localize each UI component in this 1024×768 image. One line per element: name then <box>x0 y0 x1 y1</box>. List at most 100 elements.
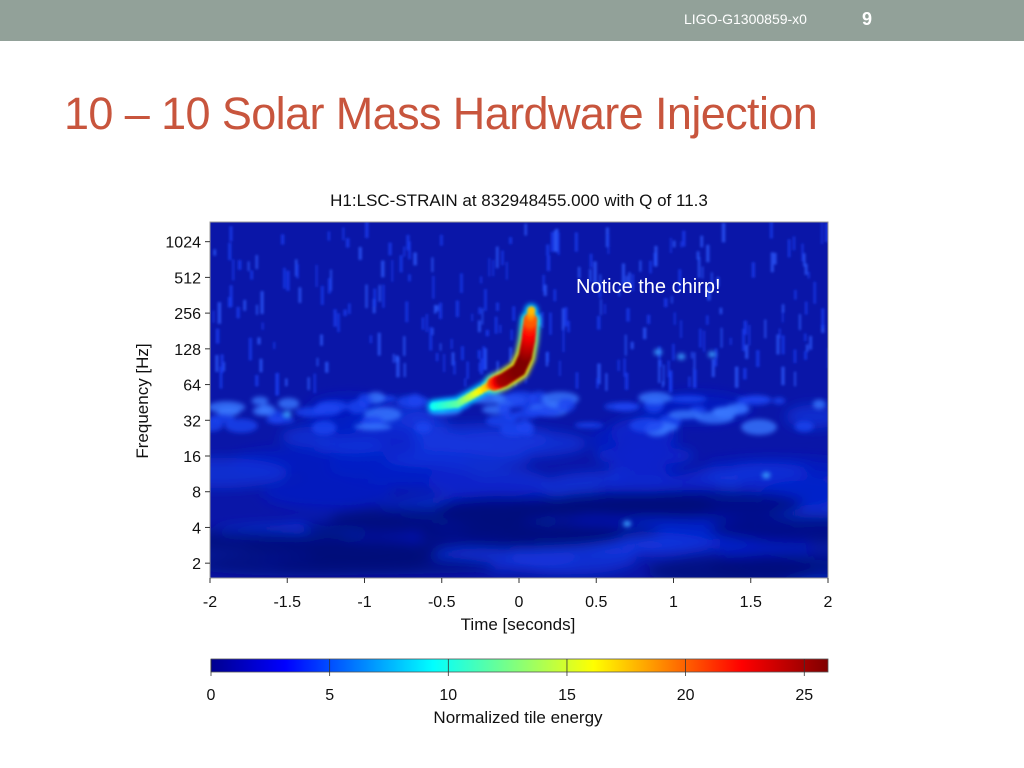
noise-streak <box>701 266 704 279</box>
noise-blob <box>613 402 639 412</box>
noise-streak <box>659 359 662 367</box>
colorbar-label: Normalized tile energy <box>433 708 603 727</box>
noise-blob <box>461 523 661 541</box>
noise-streak <box>600 299 602 316</box>
noise-blob <box>712 407 728 415</box>
noise-streak <box>229 285 233 308</box>
noise-streak <box>506 261 508 280</box>
noise-streak <box>680 320 682 339</box>
noise-streak <box>691 351 693 359</box>
noise-streak <box>682 230 686 247</box>
noise-mid-band <box>210 349 826 527</box>
noise-streak <box>719 307 723 315</box>
noise-blob <box>414 422 432 434</box>
noise-streak <box>408 274 411 282</box>
noise-streak <box>662 364 665 386</box>
noise-streak <box>553 289 557 302</box>
noise-streak <box>358 246 362 260</box>
noise-streak <box>438 302 443 320</box>
y-tick-label: 4 <box>192 520 201 537</box>
x-tick-label: -1.5 <box>273 594 301 611</box>
y-axis-ticks: 2 4 8 16 32 64 128 256 512 1024 <box>165 235 210 573</box>
noise-streak <box>555 228 559 253</box>
noise-blob <box>274 556 496 575</box>
noise-streak <box>624 334 627 356</box>
noise-streak <box>696 251 700 260</box>
noise-streak <box>255 255 258 270</box>
noise-streak <box>273 341 276 349</box>
noise-streak <box>342 227 345 241</box>
noise-streak <box>237 260 242 270</box>
noise-streak <box>658 359 661 384</box>
noise-streak <box>626 308 630 322</box>
colorbar: 0 5 10 15 20 25 Normalized tile energy <box>207 658 829 727</box>
noise-streak <box>495 246 499 269</box>
noise-streak <box>256 304 258 315</box>
noise-streak <box>382 284 385 308</box>
noise-streak <box>492 259 495 277</box>
colorbar-tick-label: 15 <box>558 687 576 704</box>
noise-blob <box>434 496 559 523</box>
noise-streak <box>236 306 240 319</box>
noise-streak <box>215 354 219 372</box>
noise-streak <box>365 222 369 239</box>
noise-streak <box>798 314 801 330</box>
noise-streak <box>809 335 813 350</box>
noise-blob <box>251 396 269 406</box>
noise-streak <box>575 372 579 389</box>
noise-streak <box>821 308 825 329</box>
noise-streak <box>482 346 486 371</box>
noise-streak <box>770 252 774 273</box>
noise-streak <box>557 232 560 255</box>
noise-streak <box>711 272 713 285</box>
noise-blob <box>629 418 664 433</box>
noise-streak <box>670 237 672 254</box>
noise-blob <box>313 439 386 454</box>
noise-streak <box>550 231 554 252</box>
noise-streak <box>743 368 747 380</box>
noise-blob <box>368 466 479 491</box>
noise-streak <box>217 302 222 324</box>
noise-streak <box>250 270 254 280</box>
noise-streak <box>229 226 233 242</box>
background-noise-texture <box>210 222 828 578</box>
chart-title: H1:LSC-STRAIN at 832948455.000 with Q of… <box>330 191 708 210</box>
noise-streak <box>751 262 755 278</box>
noise-streak <box>283 267 286 289</box>
noise-streak <box>597 363 601 385</box>
noise-streak <box>286 270 290 291</box>
y-tick-label: 1024 <box>165 235 201 252</box>
noise-streak <box>403 336 406 356</box>
y-tick-label: 512 <box>174 270 201 287</box>
noise-streak <box>464 378 467 387</box>
noise-blob <box>515 419 532 434</box>
colorbar-tick-label: 0 <box>207 687 216 704</box>
noise-blob <box>794 420 814 432</box>
noise-streak <box>481 308 484 325</box>
noise-dot <box>708 351 717 358</box>
noise-streak <box>596 378 599 389</box>
noise-streak <box>395 355 399 363</box>
noise-streak <box>776 334 780 355</box>
noise-streak <box>307 377 310 391</box>
noise-dot <box>762 472 771 479</box>
noise-streak <box>232 259 235 281</box>
noise-streak <box>545 352 549 367</box>
noise-blob <box>262 477 393 509</box>
noise-streak <box>672 343 675 361</box>
noise-streak <box>743 320 748 335</box>
noise-streak <box>399 255 403 273</box>
noise-streak <box>435 352 439 362</box>
noise-streak <box>577 266 581 279</box>
noise-streak <box>478 362 481 372</box>
noise-streak <box>781 304 785 313</box>
noise-streak <box>275 373 279 396</box>
noise-streak <box>807 271 810 279</box>
noise-streak <box>510 329 513 341</box>
noise-streak <box>455 300 459 318</box>
noise-streak <box>661 381 664 388</box>
noise-streak <box>484 289 487 311</box>
noise-streak <box>667 360 670 378</box>
noise-blob <box>709 514 828 544</box>
noise-streak <box>742 328 746 352</box>
